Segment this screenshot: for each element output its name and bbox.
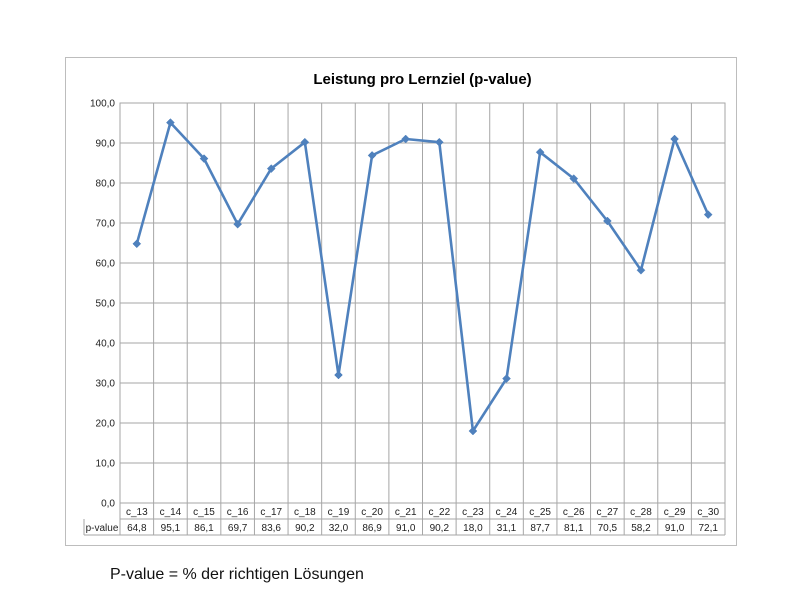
data-point [266,164,276,173]
data-table-value: 83,6 [262,523,282,534]
x-tick-label: c_14 [160,507,182,518]
y-tick-label: 40,0 [96,339,116,350]
x-tick-label: c_29 [664,507,686,518]
y-tick-label: 30,0 [96,379,116,390]
data-point [636,265,646,275]
data-point [132,239,142,249]
data-table-value: 91,0 [665,523,685,534]
data-table-value: 86,9 [362,523,382,534]
data-point [603,216,612,226]
y-tick-label: 90,0 [96,139,116,150]
data-point [401,134,411,144]
data-point [166,118,175,127]
x-tick-label: c_19 [328,507,350,518]
data-table-value: 90,2 [295,523,315,534]
x-tick-label: c_27 [597,507,619,518]
data-point [535,147,545,157]
data-point [233,219,242,229]
data-point [300,137,310,147]
line-chart: Leistung pro Lernziel (p-value) 0,0 10,0 20… [83,71,726,536]
data-table-value: 91,0 [396,523,416,534]
x-tick-label: c_17 [260,507,282,518]
y-tick-label: 60,0 [96,259,116,270]
data-table-value: 86,1 [194,523,214,534]
series-line [135,121,710,433]
y-tick-label: 20,0 [96,419,116,430]
data-table-value: 72,1 [698,523,718,534]
x-tick-label: c_13 [126,507,148,518]
y-tick-label: 80,0 [96,179,116,190]
data-point [569,174,579,183]
data-point [434,137,444,147]
data-table-value: 81,1 [564,523,584,534]
x-tick-label: c_25 [529,507,551,518]
data-table-value: 31,1 [497,523,517,534]
x-tick-label: c_15 [193,507,215,518]
chart-title: Leistung pro Lernziel (p-value) [313,71,531,88]
data-table-value: 87,7 [530,523,550,534]
x-tick-label: c_30 [697,507,719,518]
data-table-value: 64,8 [127,523,147,534]
data-point [367,151,377,160]
x-tick-label: c_24 [496,507,518,518]
x-tick-label: c_23 [462,507,484,518]
table-series-name: p-value [86,523,119,534]
data-table-value: 70,5 [598,523,618,534]
data-point [670,134,679,144]
chart-frame: Leistung pro Lernziel (p-value) 0,0 10,0 20… [65,57,737,546]
footnote: P-value = % der richtigen Lösungen [110,566,364,583]
y-tick-label: 50,0 [96,299,116,310]
data-table-value: 58,2 [631,523,651,534]
x-tick-label: c_18 [294,507,316,518]
y-tick-label: 0,0 [101,499,115,510]
data-point [334,370,343,380]
data-table-value: 32,0 [329,523,349,534]
x-tick-label: c_20 [361,507,383,518]
data-table-value: 69,7 [228,523,248,534]
x-tick-label: c_28 [630,507,652,518]
x-tick-label: c_16 [227,507,249,518]
x-tick-label: c_21 [395,507,417,518]
x-tick-label: c_22 [428,507,450,518]
data-table-value: 95,1 [161,523,181,534]
y-tick-label: 70,0 [96,219,116,230]
data-point [502,374,511,383]
x-tick-label: c_26 [563,507,585,518]
data-table-value: 90,2 [430,523,450,534]
data-point [199,154,209,163]
data-table-value: 18,0 [463,523,483,534]
y-tick-label: 100,0 [90,99,115,110]
data-point [703,210,713,219]
y-tick-label: 10,0 [96,459,116,470]
data-point [468,426,478,436]
